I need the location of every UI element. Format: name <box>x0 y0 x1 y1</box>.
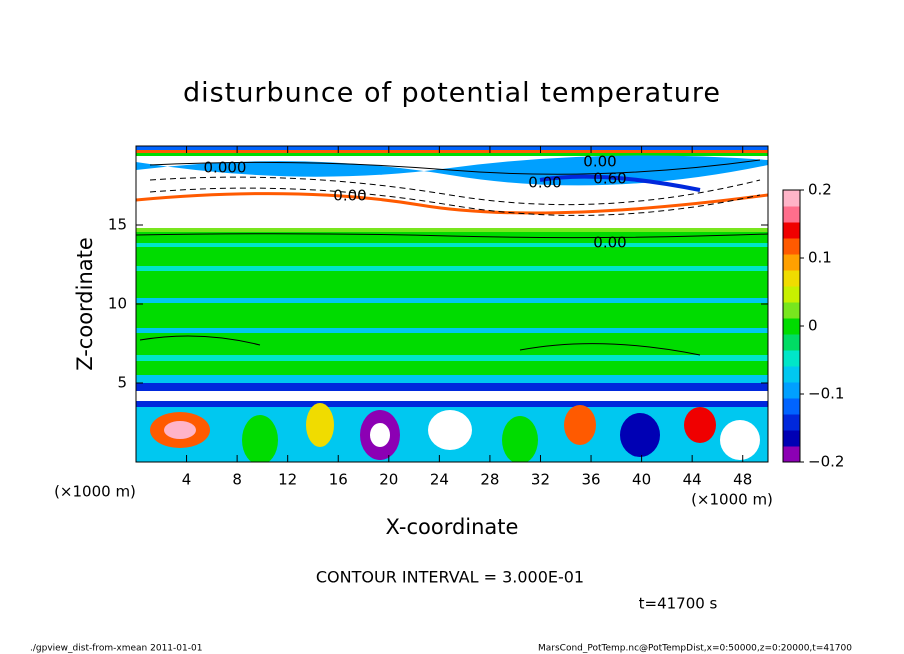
y-axis-title: Z-coordinate <box>73 237 97 371</box>
x-tick-label: 48 <box>733 471 752 489</box>
footer-left: ./gpview_dist-from-xmean 2011-01-01 <box>30 644 202 654</box>
x-tick-label: 40 <box>632 471 651 489</box>
contour-label: 0.00 <box>528 174 561 192</box>
colorbar-segment <box>783 334 800 351</box>
colorbar-segment <box>783 366 800 383</box>
x-tick-label: 36 <box>581 471 600 489</box>
contour-interval: CONTOUR INTERVAL = 3.000E-01 <box>316 568 584 587</box>
colorbar-tick-label: 0.1 <box>808 249 832 267</box>
colorbar-segment <box>783 190 800 207</box>
y-tick-label: 15 <box>108 216 127 234</box>
contour-label: 0.00 <box>583 153 616 171</box>
x-tick-label: 24 <box>430 471 449 489</box>
colorbar-tick-label: 0 <box>808 317 818 335</box>
x-tick-label: 20 <box>379 471 398 489</box>
colorbar-tick-label: 0.2 <box>808 181 832 199</box>
colorbar-tick-label: −0.2 <box>808 453 844 471</box>
contour-label: 0.000 <box>204 159 247 177</box>
colorbar-segment <box>783 222 800 239</box>
x-tick-label: 16 <box>329 471 348 489</box>
colorbar-segment <box>783 254 800 271</box>
y-tick-label: 10 <box>108 295 127 313</box>
colorbar-segment <box>783 430 800 447</box>
x-axis-title: X-coordinate <box>386 515 519 539</box>
x-unit: (×1000 m) <box>691 491 773 509</box>
contour-label: 0.00 <box>593 234 626 252</box>
colorbar-segment <box>783 350 800 367</box>
colorbar-segment <box>783 238 800 255</box>
contour-field <box>136 146 768 462</box>
colorbar-segment <box>783 302 800 319</box>
y-tick-label: 5 <box>117 374 127 392</box>
x-tick-label: 12 <box>278 471 297 489</box>
time-label: t=41700 s <box>639 595 718 613</box>
footer-right: MarsCond_PotTemp.nc@PotTempDist,x=0:5000… <box>538 644 852 654</box>
x-tick-label: 8 <box>232 471 242 489</box>
colorbar-segment <box>783 398 800 415</box>
x-tick-label: 4 <box>182 471 192 489</box>
contour-label: 0.00 <box>333 187 366 205</box>
colorbar-segment <box>783 382 800 399</box>
colorbar-segment <box>783 414 800 431</box>
colorbar-segment <box>783 206 800 223</box>
x-tick-label: 28 <box>480 471 499 489</box>
contour-label: 0.60 <box>593 170 626 188</box>
colorbar-segment <box>783 286 800 303</box>
x-tick-label: 44 <box>683 471 702 489</box>
colorbar-segment <box>783 270 800 287</box>
colorbar-segment <box>783 318 800 335</box>
chart-title: disturbunce of potential temperature <box>183 78 721 109</box>
colorbar-tick-label: −0.1 <box>808 385 844 403</box>
colorbar-segment <box>783 446 800 463</box>
y-unit: (×1000 m) <box>54 483 136 501</box>
x-tick-label: 32 <box>531 471 550 489</box>
